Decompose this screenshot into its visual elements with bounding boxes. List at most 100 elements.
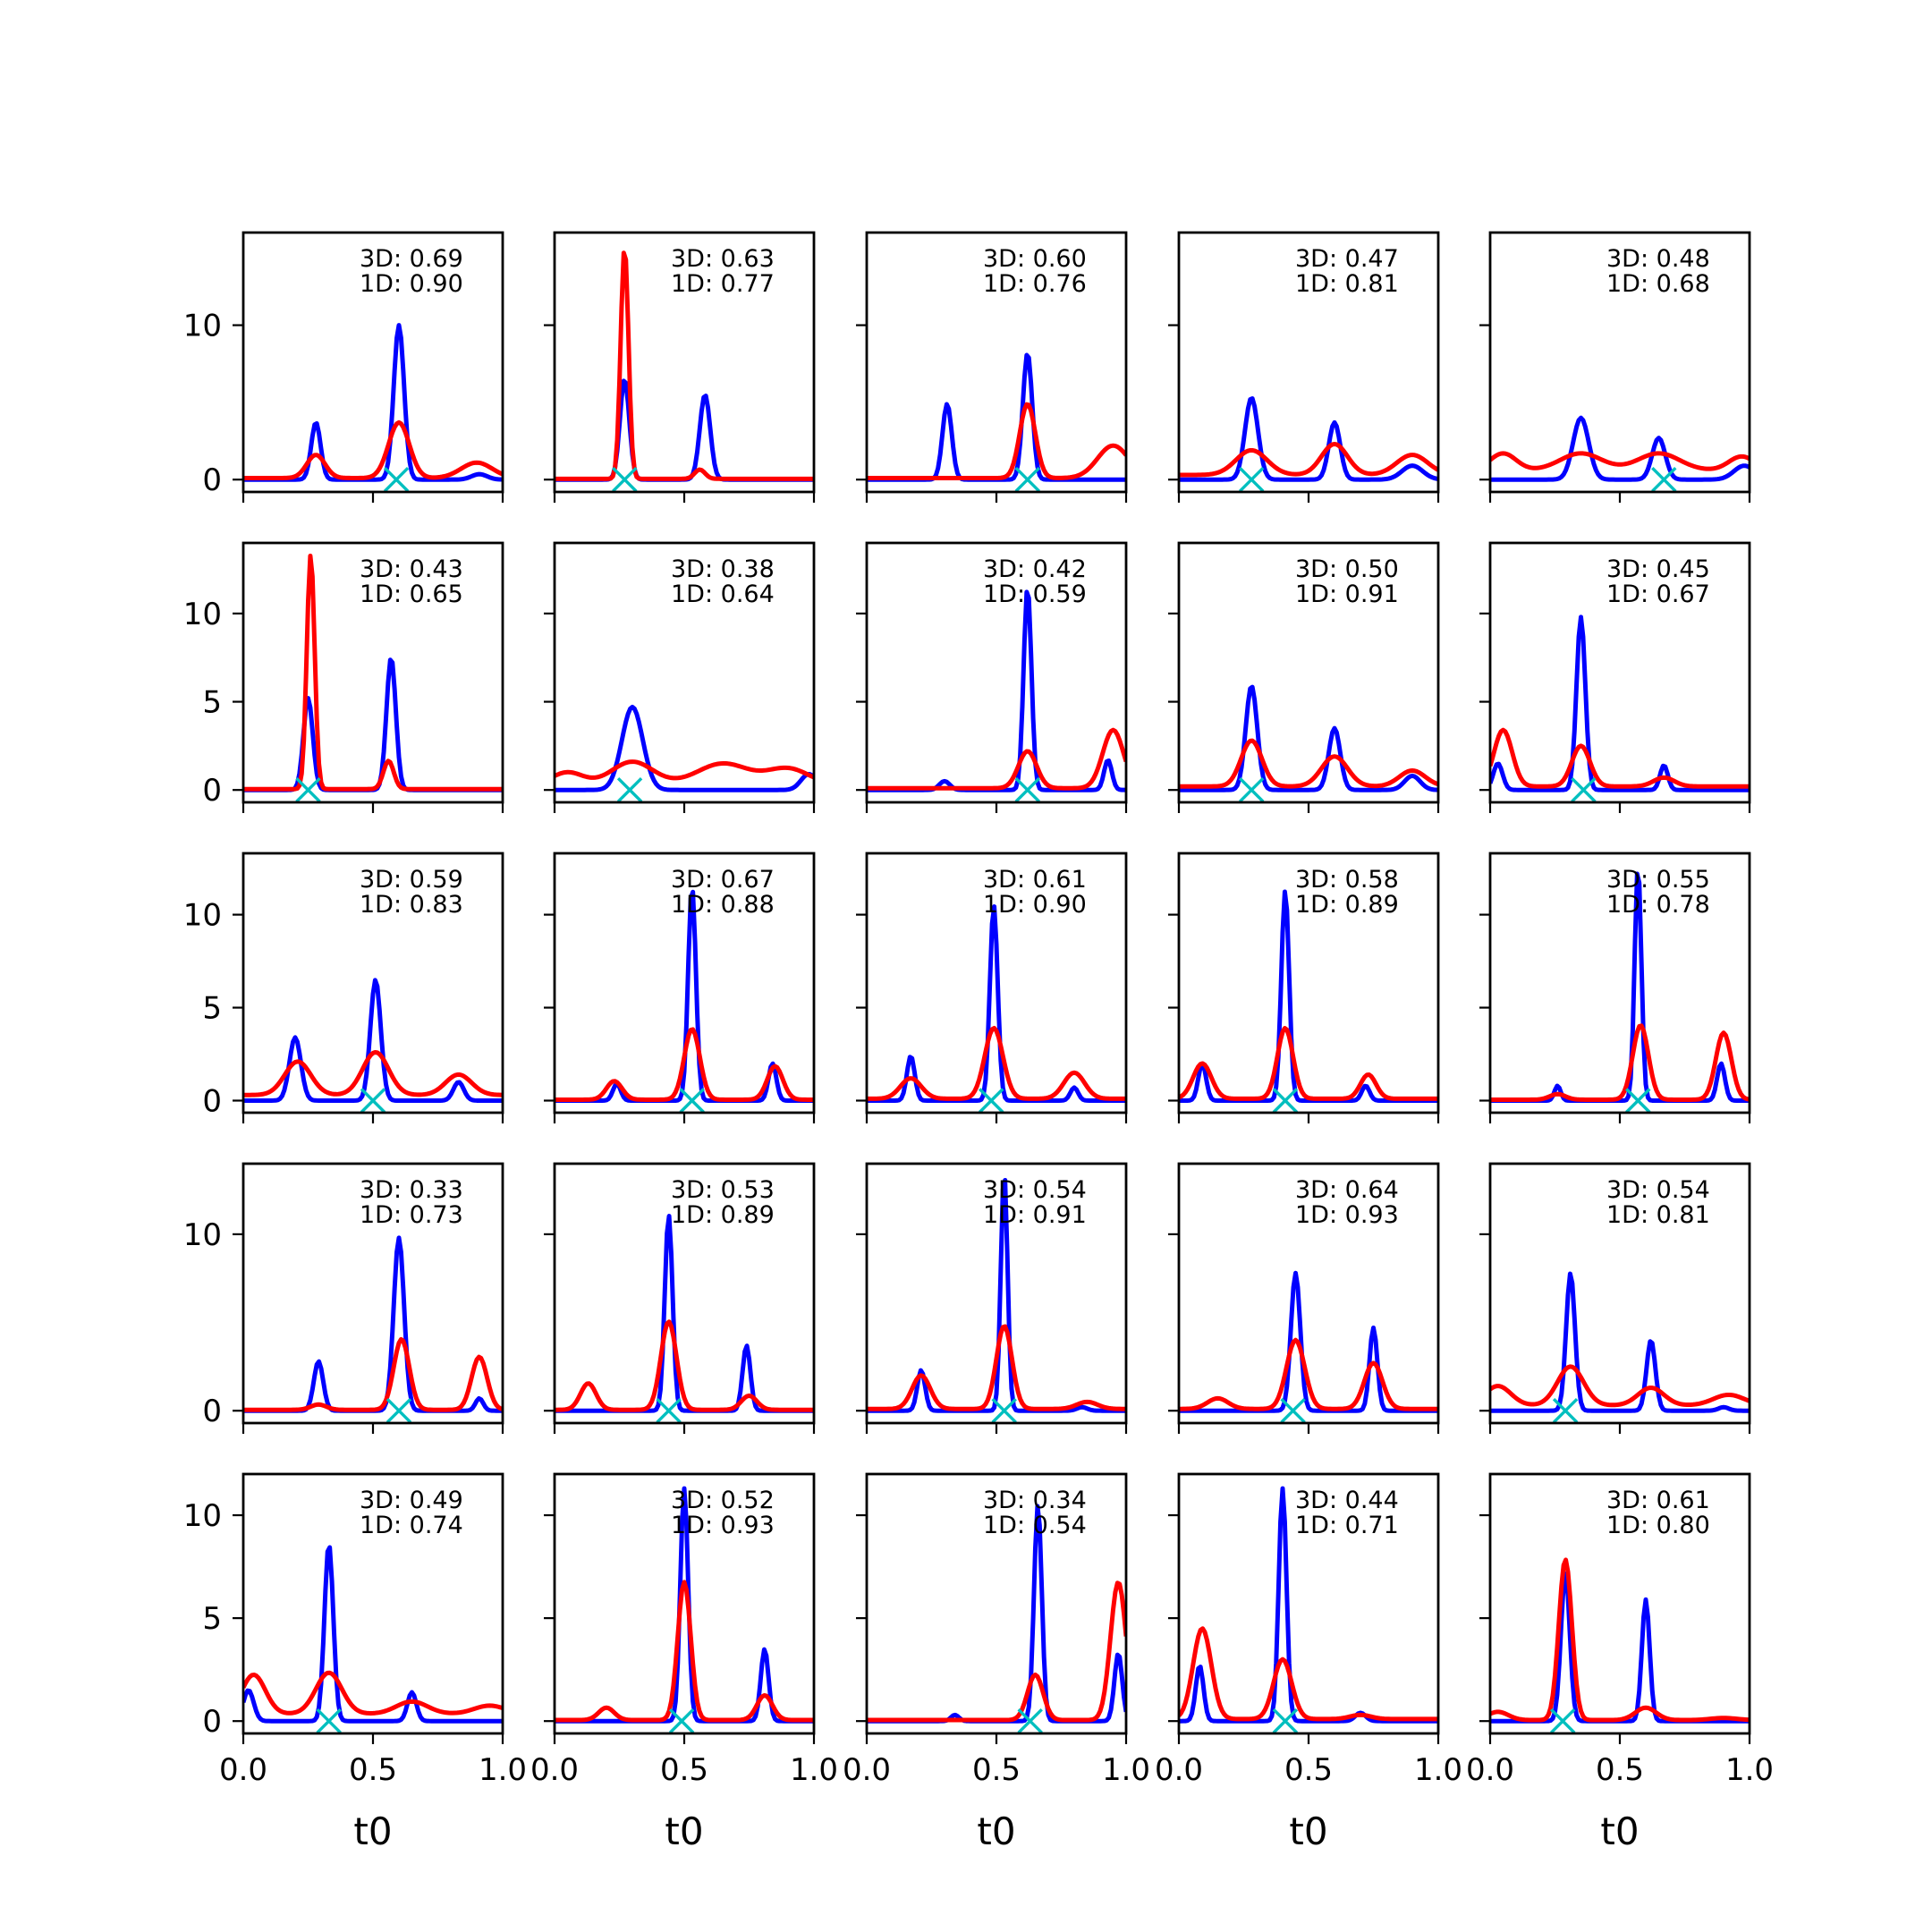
metric-annotation: 3D: 0.50: [1295, 555, 1399, 583]
series-blue-line: [243, 657, 503, 792]
marker-stroke: [616, 776, 643, 803]
series-red-line: [243, 419, 503, 480]
metric-annotation: 1D: 0.80: [1606, 1512, 1710, 1539]
series-red-line: [555, 759, 814, 781]
marker-stroke: [1014, 466, 1041, 493]
metric-annotation: 1D: 0.71: [1295, 1512, 1399, 1539]
x-tick-label: 0.5: [660, 1752, 708, 1788]
marker-stroke: [1549, 1707, 1576, 1734]
metric-annotation: 1D: 0.77: [671, 270, 775, 298]
x-tick-label: 0.0: [219, 1752, 267, 1788]
metric-annotation: 1D: 0.90: [360, 270, 463, 298]
metric-annotation: 1D: 0.88: [671, 891, 775, 919]
marker-stroke: [1017, 1707, 1043, 1734]
series-red-line: [1490, 1557, 1750, 1723]
series-blue-line: [555, 1214, 814, 1413]
metric-annotation: 1D: 0.81: [1606, 1201, 1710, 1229]
x-tick-label: 1.0: [790, 1752, 838, 1788]
metric-annotation: 1D: 0.89: [1295, 891, 1399, 919]
series-red-line: [1179, 1026, 1438, 1101]
marker-x: [668, 1707, 695, 1734]
metric-annotation: 3D: 0.60: [983, 245, 1087, 273]
metric-annotation: 3D: 0.55: [1606, 866, 1710, 894]
metric-annotation: 3D: 0.64: [1295, 1176, 1399, 1204]
metric-annotation: 3D: 0.69: [360, 245, 463, 273]
x-tick-label: 0.0: [843, 1752, 891, 1788]
metric-annotation: 1D: 0.74: [360, 1512, 463, 1539]
metric-annotation: 1D: 0.67: [1606, 580, 1710, 608]
series-blue-line: [867, 1177, 1126, 1413]
x-axis-label: t0: [977, 1809, 1015, 1853]
metric-annotation: 3D: 0.59: [360, 866, 463, 894]
metric-annotation: 1D: 0.68: [1606, 270, 1710, 298]
series-blue-line: [243, 323, 503, 482]
series-red-line: [1179, 441, 1438, 478]
series-blue-line: [555, 704, 814, 792]
x-tick-label: 0.5: [1596, 1752, 1644, 1788]
series-blue-line: [555, 889, 814, 1103]
series-red-line: [1490, 727, 1750, 789]
metric-annotation: 3D: 0.54: [983, 1176, 1087, 1204]
metric-annotation: 1D: 0.65: [360, 580, 463, 608]
series-red-line: [1179, 1337, 1438, 1411]
marker-stroke: [668, 1707, 695, 1734]
marker-stroke: [656, 1397, 682, 1424]
metric-annotation: 3D: 0.44: [1295, 1487, 1399, 1514]
marker-stroke: [1552, 1397, 1579, 1424]
y-tick-label: 10: [183, 597, 222, 632]
marker-x: [386, 1397, 412, 1424]
metric-annotation: 3D: 0.45: [1606, 555, 1710, 583]
x-axis-label: t0: [665, 1809, 703, 1853]
metric-annotation: 1D: 0.54: [983, 1512, 1087, 1539]
marker-x: [360, 1088, 386, 1114]
y-tick-label: 10: [183, 309, 222, 344]
marker-stroke: [679, 1088, 705, 1114]
marker-x: [1238, 466, 1265, 493]
y-tick-label: 0: [202, 1083, 222, 1119]
marker-x: [1014, 466, 1041, 493]
marker-stroke: [1238, 466, 1265, 493]
y-tick-label: 0: [202, 773, 222, 809]
metric-annotation: 3D: 0.43: [360, 555, 463, 583]
marker-x: [1280, 1397, 1306, 1424]
series-red-line: [1179, 1626, 1438, 1722]
y-tick-label: 5: [202, 685, 222, 721]
series-red-line: [1490, 1023, 1750, 1102]
marker-stroke: [295, 776, 321, 803]
series-red-line: [243, 1049, 503, 1097]
series-blue-line: [1179, 684, 1438, 792]
y-tick-label: 0: [202, 1704, 222, 1740]
metric-annotation: 3D: 0.33: [360, 1176, 463, 1204]
marker-x: [1272, 1088, 1299, 1114]
marker-stroke: [1571, 776, 1597, 803]
y-tick-label: 10: [183, 1498, 222, 1534]
marker-x: [612, 466, 638, 493]
metric-annotation: 3D: 0.61: [983, 866, 1087, 894]
metric-annotation: 3D: 0.34: [983, 1487, 1087, 1514]
metric-annotation: 3D: 0.61: [1606, 1487, 1710, 1514]
metric-annotation: 3D: 0.42: [983, 555, 1087, 583]
metric-annotation: 3D: 0.52: [671, 1487, 775, 1514]
marker-x: [978, 1088, 1004, 1114]
metric-annotation: 3D: 0.47: [1295, 245, 1399, 273]
marker-x: [1238, 776, 1265, 803]
series-blue-line: [1490, 415, 1750, 482]
series-blue-line: [867, 589, 1126, 792]
series-blue-line: [1179, 396, 1438, 482]
x-tick-label: 0.0: [1466, 1752, 1514, 1788]
x-tick-label: 1.0: [1102, 1752, 1150, 1788]
x-tick-label: 0.0: [530, 1752, 579, 1788]
y-tick-label: 10: [183, 1217, 222, 1253]
series-red-line: [555, 1319, 814, 1412]
metric-annotation: 1D: 0.91: [1295, 580, 1399, 608]
marker-x: [1625, 1088, 1651, 1114]
